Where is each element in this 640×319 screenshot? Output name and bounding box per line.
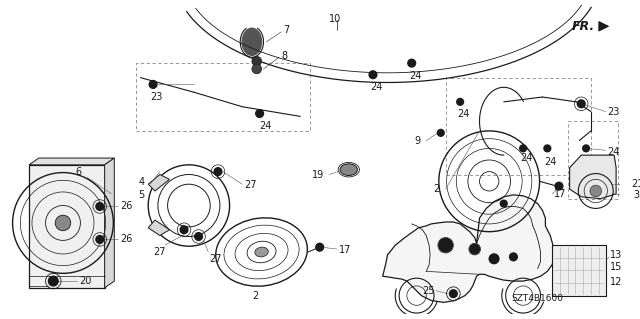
Ellipse shape	[255, 247, 268, 257]
Ellipse shape	[242, 28, 262, 56]
Text: FR.: FR.	[572, 20, 595, 33]
Text: 4: 4	[138, 177, 145, 187]
Polygon shape	[148, 220, 170, 235]
Text: 27: 27	[153, 247, 166, 257]
Text: 23: 23	[150, 92, 163, 102]
Circle shape	[256, 110, 264, 117]
Text: 12: 12	[611, 277, 623, 287]
Circle shape	[470, 244, 479, 254]
Text: 24: 24	[545, 157, 557, 167]
Circle shape	[149, 81, 157, 88]
Text: 24: 24	[607, 147, 620, 157]
Text: 25: 25	[422, 286, 435, 296]
FancyBboxPatch shape	[552, 245, 607, 296]
Circle shape	[439, 238, 452, 252]
Text: SZT4B1600: SZT4B1600	[511, 294, 563, 303]
Text: 27: 27	[244, 180, 257, 190]
Polygon shape	[383, 195, 554, 302]
Polygon shape	[570, 155, 616, 199]
Circle shape	[49, 276, 58, 286]
Circle shape	[457, 99, 463, 105]
Polygon shape	[29, 165, 104, 288]
Text: 13: 13	[611, 250, 623, 260]
Circle shape	[55, 215, 70, 231]
Circle shape	[555, 182, 563, 190]
Circle shape	[214, 168, 222, 175]
Circle shape	[489, 254, 499, 263]
Text: 27: 27	[209, 254, 221, 264]
Text: 3: 3	[634, 190, 639, 200]
Text: 24: 24	[520, 153, 532, 163]
Circle shape	[408, 59, 415, 67]
Text: 20: 20	[79, 276, 92, 286]
Text: 2: 2	[252, 291, 258, 300]
Circle shape	[577, 100, 585, 108]
Text: 21: 21	[632, 179, 640, 189]
Circle shape	[252, 64, 262, 74]
Circle shape	[544, 145, 551, 152]
Text: 9: 9	[415, 136, 420, 145]
Circle shape	[252, 56, 262, 66]
Circle shape	[590, 185, 602, 197]
Text: 6: 6	[76, 167, 82, 177]
Text: 2: 2	[433, 184, 439, 194]
Circle shape	[96, 203, 104, 210]
Ellipse shape	[340, 164, 358, 175]
Text: 24: 24	[409, 71, 421, 81]
Text: 24: 24	[457, 109, 470, 119]
Polygon shape	[148, 174, 170, 191]
Text: 26: 26	[120, 202, 132, 211]
Circle shape	[509, 253, 517, 261]
Circle shape	[96, 235, 104, 243]
Circle shape	[316, 243, 324, 251]
Text: 19: 19	[312, 170, 324, 181]
Circle shape	[449, 290, 457, 298]
Text: 24: 24	[370, 82, 383, 92]
Text: 24: 24	[260, 121, 272, 131]
Text: 26: 26	[120, 234, 132, 244]
Circle shape	[500, 200, 507, 207]
Circle shape	[195, 233, 202, 241]
Text: 8: 8	[281, 51, 287, 61]
Circle shape	[180, 226, 188, 234]
Polygon shape	[29, 158, 115, 165]
Circle shape	[437, 130, 444, 136]
Text: 17: 17	[554, 189, 566, 199]
Circle shape	[582, 145, 589, 152]
Circle shape	[520, 145, 527, 152]
Text: 15: 15	[611, 262, 623, 271]
Text: 23: 23	[607, 107, 620, 116]
Polygon shape	[104, 158, 115, 288]
Text: 5: 5	[138, 190, 145, 200]
Text: 17: 17	[339, 245, 351, 255]
Circle shape	[369, 71, 377, 78]
Text: 7: 7	[283, 25, 289, 35]
Text: 10: 10	[330, 13, 342, 24]
